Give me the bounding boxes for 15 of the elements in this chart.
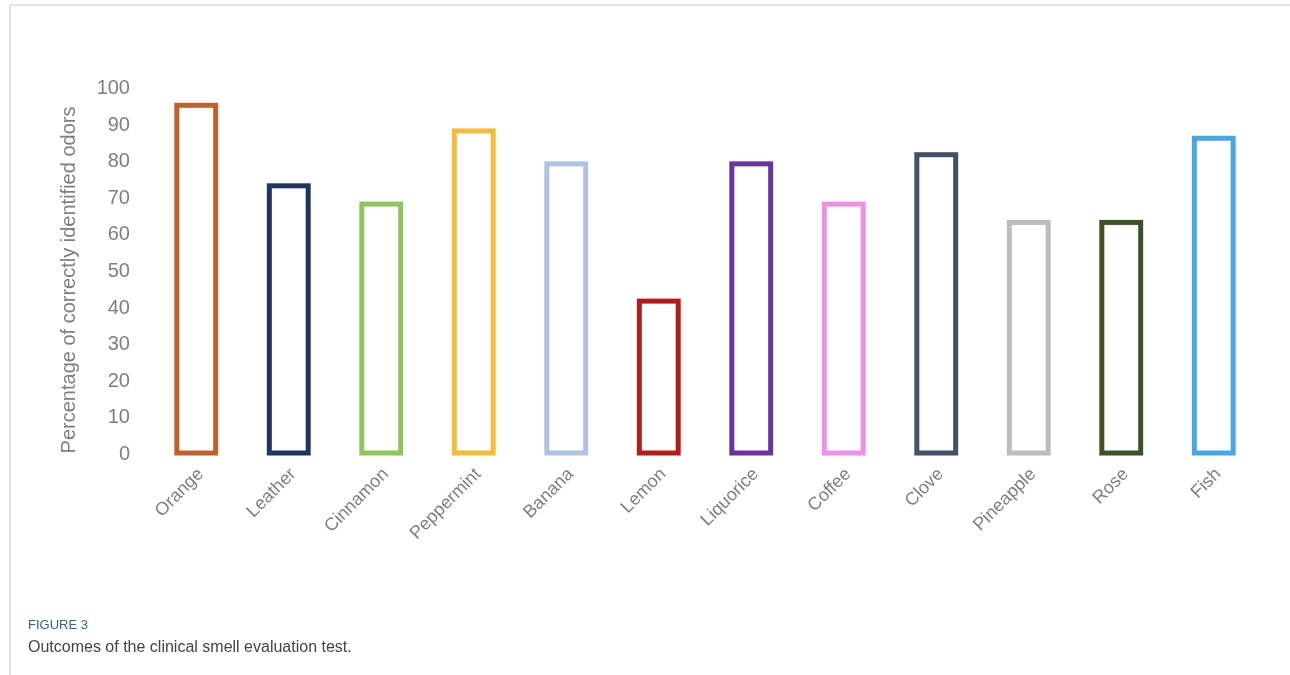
y-axis-title: Percentage of correctly identified odors <box>57 106 79 454</box>
y-tick-label: 70 <box>107 185 130 208</box>
y-tick-label: 90 <box>107 112 130 135</box>
text: Outcomes of the clinical smell evaluation test. <box>28 638 352 655</box>
y-tick-label: 30 <box>107 332 130 355</box>
x-tick-label: Fish <box>1186 463 1225 502</box>
caption: FIGURE 3 <box>28 617 88 632</box>
y-tick-label: 50 <box>107 259 130 281</box>
y-tick-label: 20 <box>107 368 130 391</box>
y-tick-label: 60 <box>107 222 130 245</box>
y-tick-label: 100 <box>96 76 130 98</box>
y-tick-label: 80 <box>107 149 130 172</box>
y-tick-label: 0 <box>118 442 130 464</box>
y-tick-label: 40 <box>107 295 130 318</box>
y-tick-label: 10 <box>107 405 130 428</box>
